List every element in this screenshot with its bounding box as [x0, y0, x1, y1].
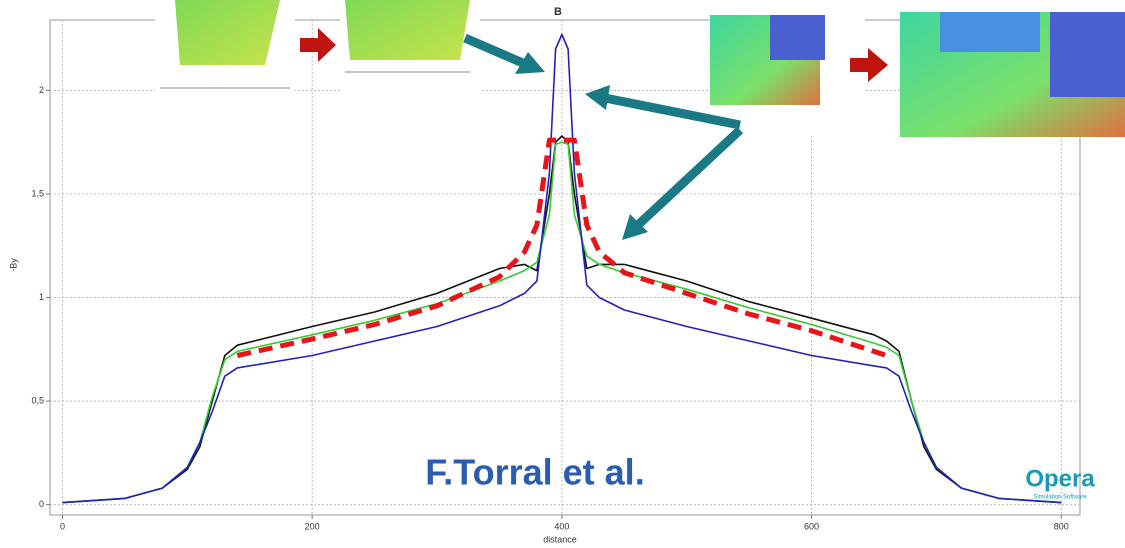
- x-tick-label: 0: [60, 521, 65, 531]
- chart-title: B: [554, 6, 562, 18]
- y-tick-label: 0,5: [31, 395, 44, 405]
- x-tick-label: 800: [1054, 521, 1069, 531]
- field-image: [770, 15, 825, 60]
- series-line: [63, 136, 1062, 503]
- red-arrow: [300, 28, 336, 62]
- logo-subtext: Simulation Software: [1033, 495, 1087, 501]
- field-image: [940, 12, 1040, 52]
- x-tick-label: 600: [804, 521, 819, 531]
- x-axis-label: distance: [543, 534, 577, 544]
- y-tick-label: 2: [39, 85, 44, 95]
- y-tick-label: 1,5: [31, 188, 44, 198]
- teal-arrow-head: [585, 85, 610, 110]
- x-tick-label: 200: [305, 521, 320, 531]
- y-tick-label: 1: [39, 292, 44, 302]
- author-annotation: F.Torral et al.: [425, 452, 644, 493]
- y-tick-label: 0: [39, 499, 44, 509]
- teal-arrow: [638, 130, 740, 225]
- y-axis-label: -By: [8, 258, 18, 272]
- inset-images: [155, 0, 1125, 137]
- logo-text: Opera: [1025, 465, 1095, 492]
- mesh-image: [175, 0, 280, 65]
- x-tick-label: 400: [554, 521, 569, 531]
- mesh-image: [345, 0, 470, 60]
- chart: B distance -By 0 0,5 1 1,5 2 0 200 400 600 800 F.…: [0, 0, 1125, 548]
- field-image: [1050, 12, 1125, 97]
